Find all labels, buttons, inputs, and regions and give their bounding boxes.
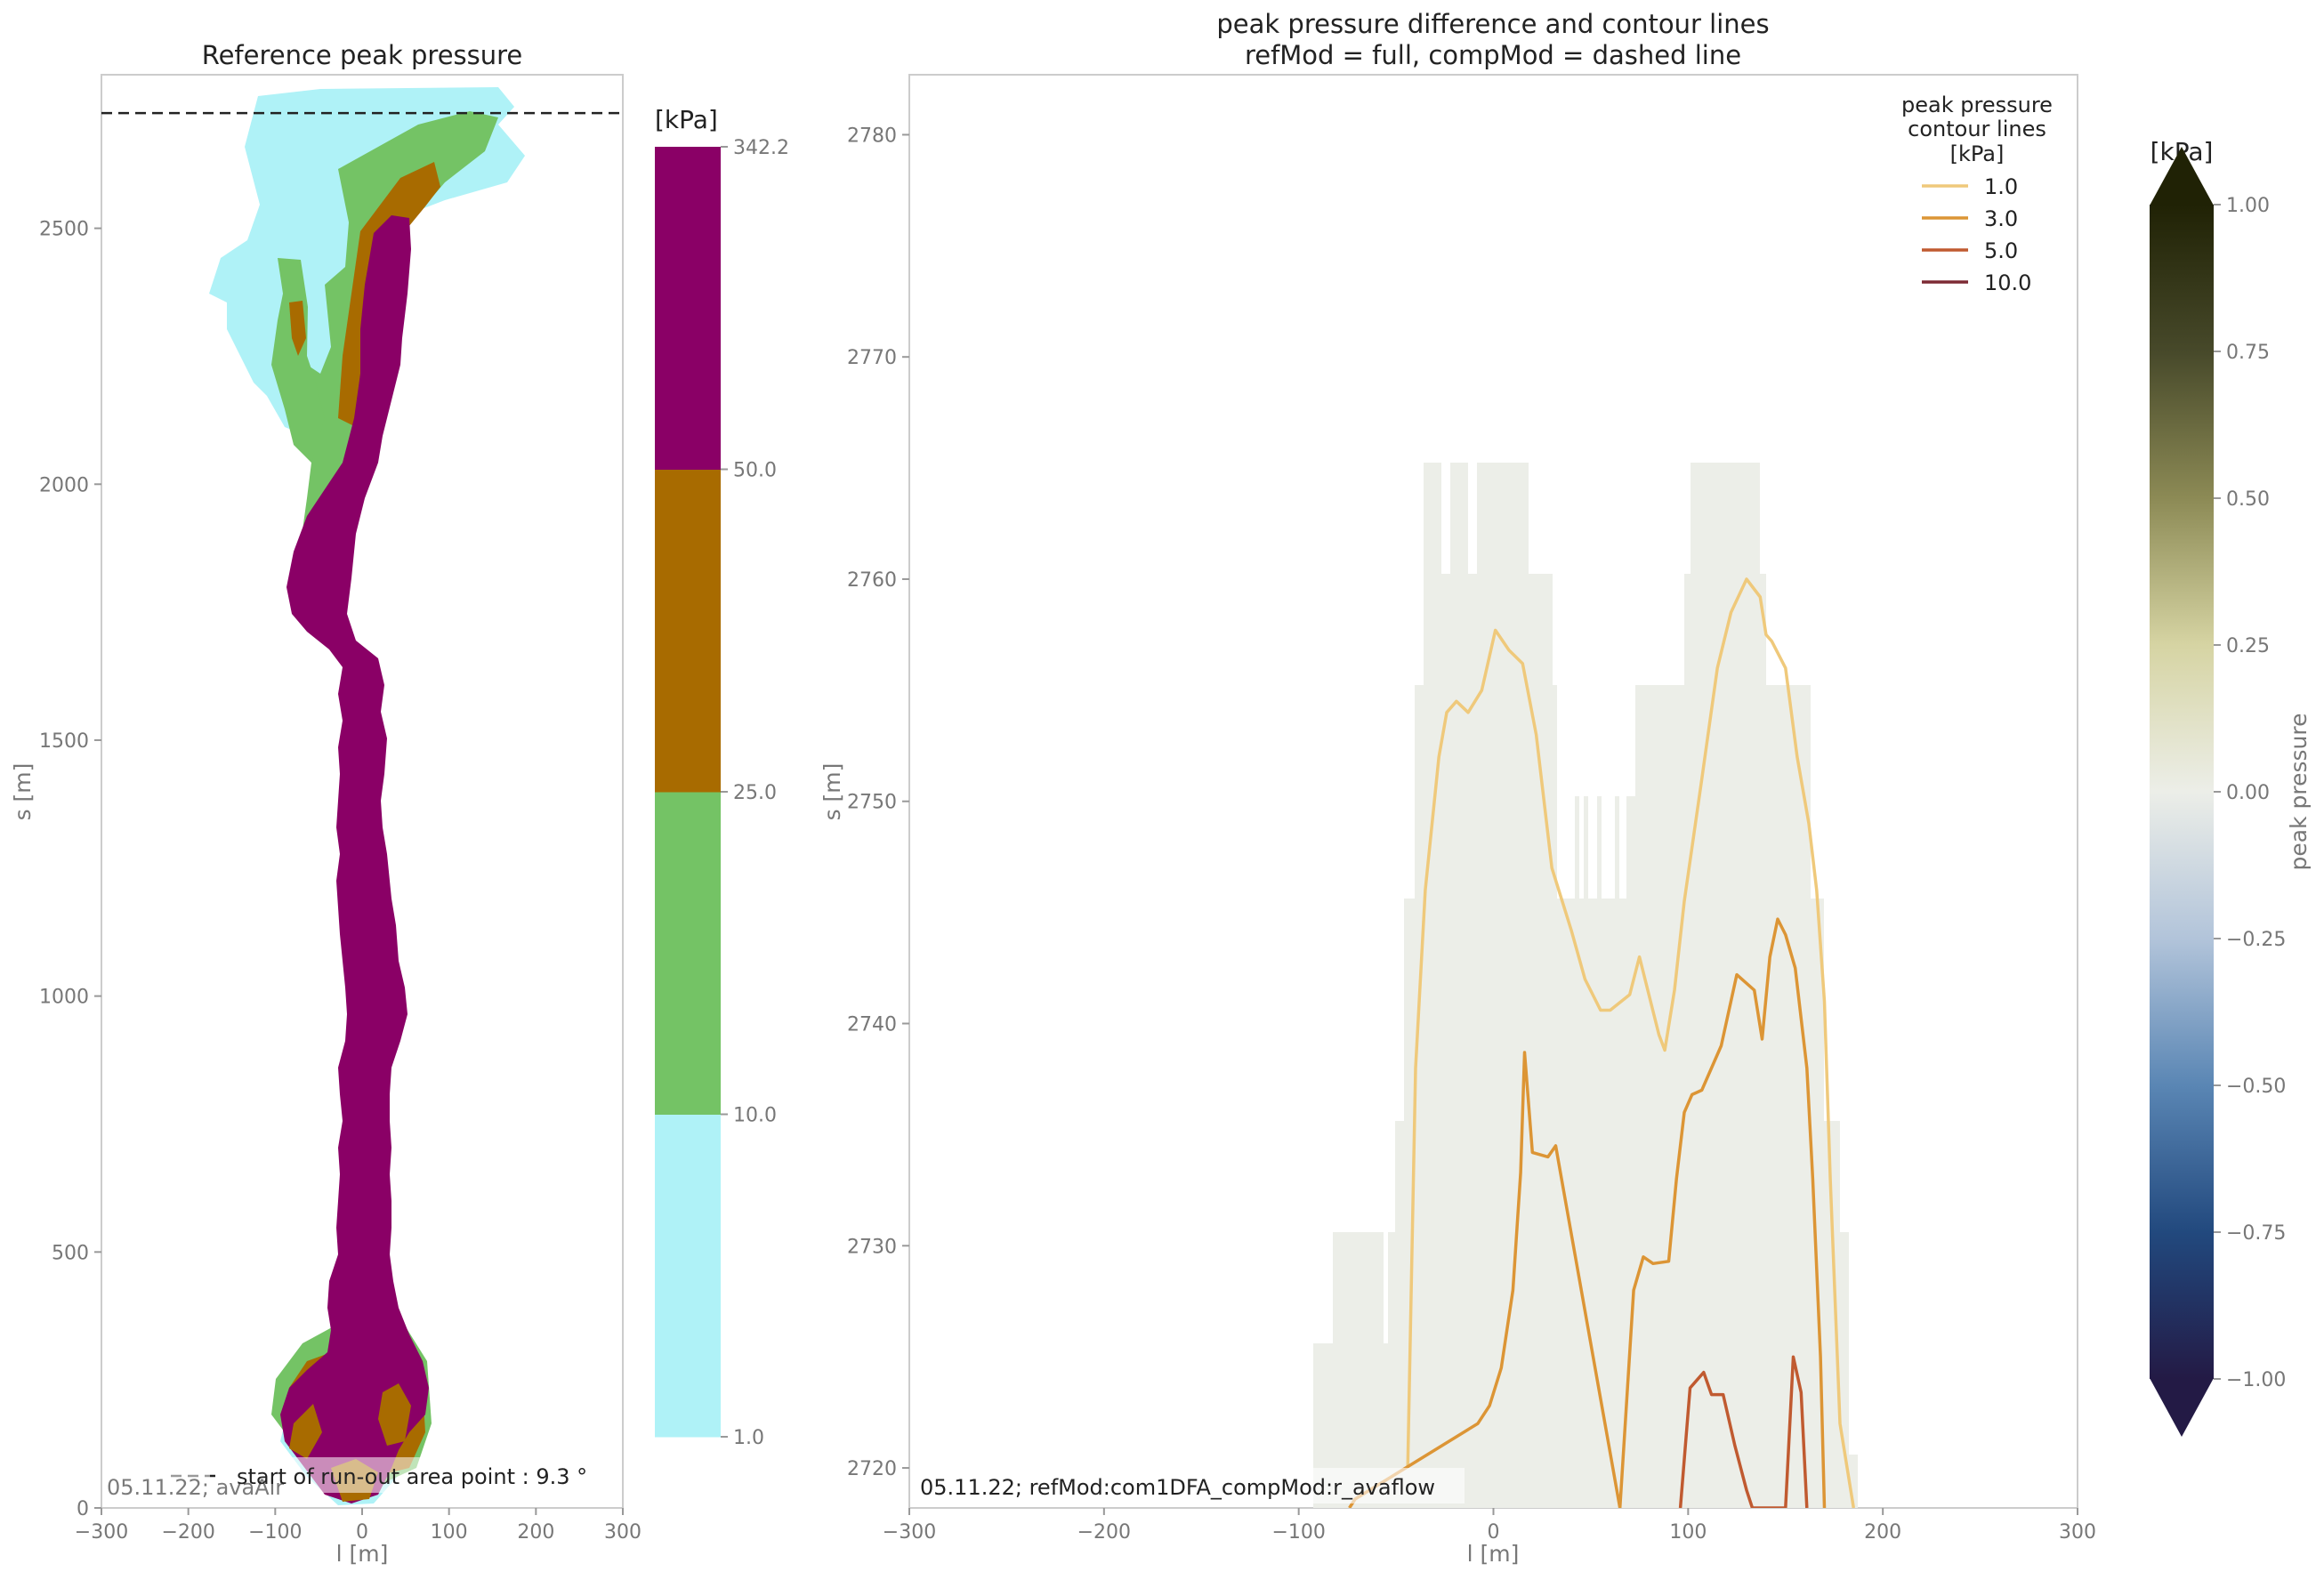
left-legend-box: [157, 1457, 601, 1493]
pressure-region-25-50-left-branch: [289, 301, 306, 356]
right-colorbar-tick-label: 0.25: [2226, 635, 2270, 657]
right-colorbar-tick-label: −0.50: [2226, 1076, 2286, 1098]
right-y-tick-label: 2780: [847, 125, 897, 147]
left-y-tick-label: 2500: [39, 219, 89, 241]
left-x-tick-label: 100: [431, 1521, 468, 1544]
right-legend-label: 1.0: [1984, 174, 2018, 199]
left-x-tick-label: −300: [75, 1521, 128, 1544]
right-heatmap: [1313, 463, 1858, 1508]
right-x-tick-label: 200: [1864, 1521, 1901, 1544]
left-y-tick-label: 2000: [39, 474, 89, 496]
right-subtitle: refMod = full, compMod = dashed line: [1245, 40, 1741, 70]
left-colorbar-ticks: 1.0 10.0 25.0 50.0 342.2: [721, 137, 789, 1449]
left-y-tick-label: 0: [77, 1498, 89, 1520]
right-colorbar: [kPa] −1.00−0.75−0.50−0.250.000.250.500.…: [2150, 137, 2312, 1437]
right-colorbar-body: [2150, 205, 2214, 1379]
right-x-tick-label: −100: [1271, 1521, 1325, 1544]
pressure-region-10-25-left-branch: [271, 258, 325, 463]
left-annotation: 05.11.22; avaAlr: [107, 1475, 284, 1500]
right-annotation-box: [913, 1468, 1465, 1503]
left-heatmap: [209, 87, 525, 1505]
left-colorbar-bands: [655, 147, 721, 1438]
right-colorbar-ticks: −1.00 −0.75 −0.50 −0.25 0.00 0.25 0.50 0.75 1.00: [2214, 195, 2286, 1391]
left-title: Reference peak pressure: [202, 40, 523, 70]
left-y-tick-label: 500: [52, 1242, 89, 1264]
left-annotation-box: [103, 1468, 210, 1503]
right-colorbar-bottom-extension: [2150, 1378, 2214, 1437]
right-legend-title-line-2: contour lines: [1908, 117, 2046, 141]
right-y-tick-label: 2740: [847, 1014, 897, 1036]
left-x-tick-label: −200: [161, 1521, 214, 1544]
right-legend-label: 10.0: [1984, 270, 2031, 295]
right-colorbar-label: peak pressure: [2286, 713, 2312, 871]
right-legend-entries: 1.0 3.0 5.0 10.0: [1922, 174, 2031, 295]
left-colorbar-band: [655, 1114, 721, 1438]
right-legend-label: 5.0: [1984, 238, 2018, 263]
left-colorbar-unit: [kPa]: [655, 105, 718, 134]
right-y-tick-label: 2720: [847, 1458, 897, 1480]
right-colorbar-tick-label: −0.25: [2226, 929, 2286, 951]
right-y-tick-label: 2750: [847, 792, 897, 814]
right-x-tick-label: −300: [883, 1521, 936, 1544]
pressure-region-25-50-island-b: [378, 1383, 411, 1446]
left-x-tick-label: 200: [517, 1521, 554, 1544]
left-legend: start of run-out area point : 9.3 °: [157, 1457, 601, 1493]
right-x-tick-label: −200: [1077, 1521, 1131, 1544]
right-colorbar-tick-label: 0.75: [2226, 342, 2270, 364]
right-legend-title-line-1: peak pressure: [1901, 93, 2053, 117]
right-colorbar-tick-label: 0.00: [2226, 782, 2270, 804]
left-x-tick-label: −100: [248, 1521, 302, 1544]
right-x-label: l [m]: [1467, 1541, 1520, 1567]
left-colorbar-tick-label: 1.0: [733, 1427, 764, 1449]
right-title: peak pressure difference and contour lin…: [1216, 9, 1769, 39]
left-x-label: l [m]: [336, 1541, 389, 1567]
left-y-label: s [m]: [10, 763, 36, 821]
right-annotation: 05.11.22; refMod:com1DFA_compMod:r_avafl…: [920, 1475, 1435, 1500]
left-colorbar-band: [655, 147, 721, 470]
right-colorbar-tick-label: −0.75: [2226, 1222, 2286, 1245]
left-x-ticks: −300 −200 −100 0 100 200 300: [75, 1508, 642, 1544]
right-y-tick-label: 2730: [847, 1236, 897, 1258]
right-legend-title-line-3: [kPa]: [1950, 141, 2005, 166]
right-legend: peak pressure contour lines [kPa] 1.0 3.0…: [1901, 93, 2053, 295]
right-x-tick-label: 0: [1488, 1521, 1500, 1544]
pressure-region-50-max: [280, 215, 429, 1503]
left-colorbar-tick-label: 10.0: [733, 1105, 777, 1127]
right-panel: peak pressure difference and contour lin…: [819, 9, 2096, 1567]
left-colorbar-tick-label: 25.0: [733, 782, 777, 804]
right-y-label: s [m]: [819, 763, 845, 821]
right-x-tick-label: 300: [2059, 1521, 2096, 1544]
right-x-ticks: −300 −200 −100 0 100 200 300: [883, 1508, 2096, 1544]
right-colorbar-tick-label: 1.00: [2226, 195, 2270, 217]
right-colorbar-tick-label: −1.00: [2226, 1369, 2286, 1391]
left-panel: Reference peak pressure start: [10, 40, 642, 1567]
left-colorbar-tick-label: 342.2: [733, 137, 789, 159]
left-x-tick-label: 0: [356, 1521, 368, 1544]
left-y-tick-label: 1000: [39, 987, 89, 1009]
left-y-ticks: 0 500 1000 1500 2000 2500: [39, 219, 101, 1520]
left-legend-label: start of run-out area point : 9.3 °: [237, 1464, 587, 1489]
left-colorbar-tick-label: 50.0: [733, 460, 777, 482]
left-colorbar-band: [655, 469, 721, 793]
right-colorbar-tick-label: 0.50: [2226, 488, 2270, 511]
difference-region: [1313, 463, 1858, 1508]
contour-lines: [1348, 577, 1856, 1508]
right-y-ticks: 2720 2730 2740 2750 2760 2770 2780: [847, 125, 909, 1480]
left-colorbar: [kPa] 1.0 10.0 25.0 50.0 342.2: [655, 105, 789, 1449]
contour-line-3.0: [1348, 917, 1827, 1508]
right-colorbar-top-extension: [2150, 147, 2214, 206]
pressure-region-25-50-island-a: [289, 1404, 322, 1459]
left-x-tick-label: 300: [604, 1521, 642, 1544]
right-y-tick-label: 2770: [847, 347, 897, 369]
right-y-tick-label: 2760: [847, 569, 897, 592]
right-legend-label: 3.0: [1984, 206, 2018, 231]
left-y-tick-label: 1500: [39, 730, 89, 753]
contour-line-1.0: [1406, 577, 1856, 1508]
left-colorbar-band: [655, 792, 721, 1115]
right-x-tick-label: 100: [1669, 1521, 1707, 1544]
contour-line-5.0: [1678, 1355, 1809, 1508]
